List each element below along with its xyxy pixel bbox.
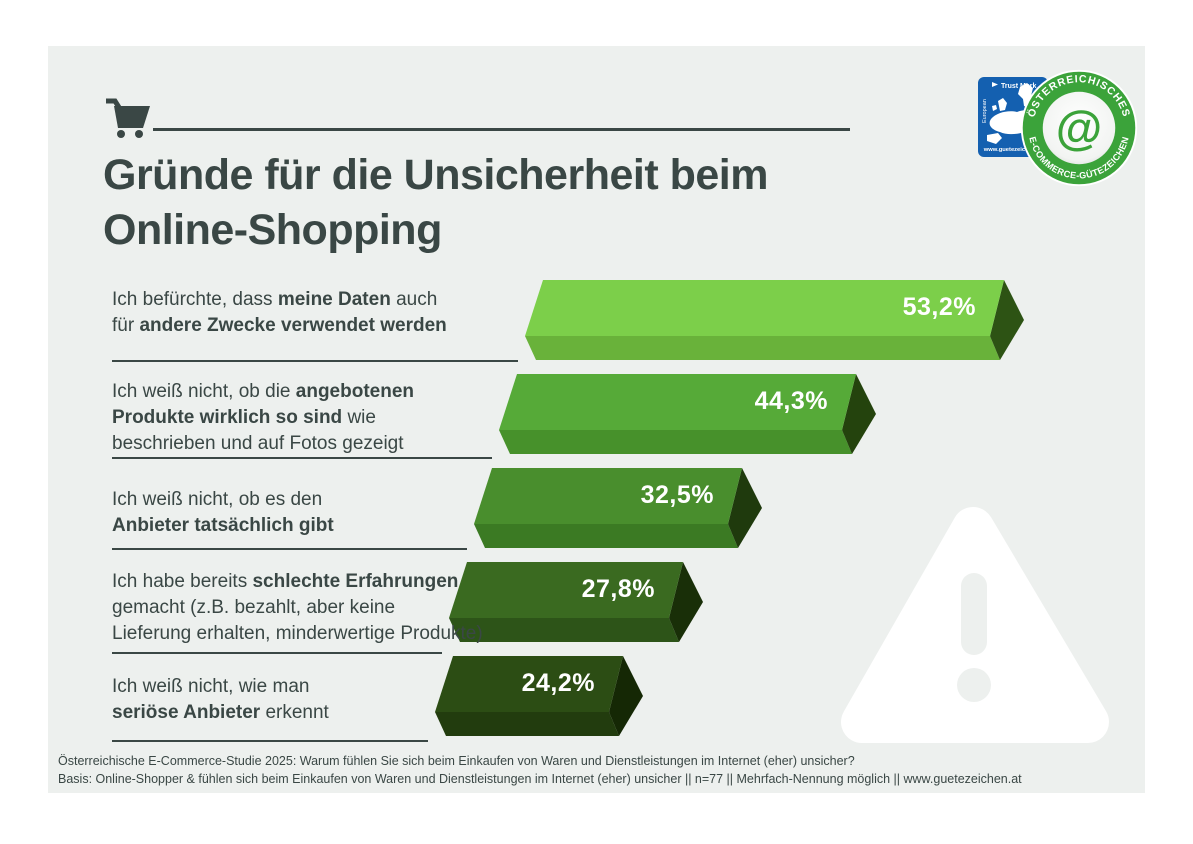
bar-3-label: Ich weiß nicht, ob es den Anbieter tatsäc… <box>112 489 334 536</box>
bar-3 <box>474 468 762 548</box>
warning-triangle-watermark-icon <box>841 507 1109 743</box>
bar-4-value: 27,8% <box>581 575 655 603</box>
bar-2-underline <box>112 457 492 459</box>
bar-3-value: 32,5% <box>640 481 714 509</box>
bar-3-bottom-face <box>474 524 738 548</box>
bar-1-front-face <box>525 280 1004 336</box>
trust-mark-url: www.guetezeichen.at <box>983 147 1042 153</box>
european-label: European <box>982 99 988 123</box>
bar-1-value: 53,2% <box>902 293 976 321</box>
bar-4-label: Ich habe bereits schlechte Erfahrungen ge… <box>112 571 483 644</box>
bar-1 <box>525 280 1024 360</box>
bar-2-side-face <box>842 374 876 454</box>
header-rule <box>153 128 850 131</box>
exclamation-bar <box>961 573 987 655</box>
exclamation-dot <box>957 668 991 702</box>
bar-1-side-face <box>990 280 1024 360</box>
bar-2 <box>499 374 876 454</box>
bar-5-bottom-face <box>435 712 619 736</box>
bar-3-front-face <box>474 468 742 524</box>
bar-4-front-face <box>449 562 683 618</box>
footer-source-line: Österreichische E-Commerce-Studie 2025: … <box>58 754 855 768</box>
bar-2-value: 44,3% <box>754 387 828 415</box>
trust-mark-label: Trust Mark <box>1001 83 1037 90</box>
bar-5 <box>435 656 643 736</box>
bar-5-front-face <box>435 656 623 712</box>
shopping-cart-icon <box>106 98 150 138</box>
bar-1-bottom-face <box>525 336 1000 360</box>
bar-1-underline <box>112 360 518 362</box>
footer-basis-line: Basis: Online-Shopper & fühlen sich beim… <box>58 772 1022 786</box>
bar-4-bottom-face <box>449 618 679 642</box>
bar-3-underline <box>112 548 467 550</box>
page-title-line1: Gründe für die Unsicherheit beim <box>103 151 768 199</box>
bar-5-underline <box>112 740 428 742</box>
bar-4-underline <box>112 652 442 654</box>
trust-mark-pennant-icon <box>992 82 998 87</box>
bar-5-label: Ich weiß nicht, wie man seriöse Anbieter … <box>112 676 329 723</box>
bar-5-value: 24,2% <box>521 669 595 697</box>
page-title: Gründe für die Unsicherheit beim Online-… <box>103 148 768 258</box>
bar-2-bottom-face <box>499 430 852 454</box>
page-title-line2: Online-Shopping <box>103 206 442 254</box>
ecommerce-guetezeichen-badge: ÖSTERREICHISCHES E-COMMERCE-GÜTEZEICHEN … <box>1020 69 1138 187</box>
footer: Österreichische E-Commerce-Studie 2025: … <box>58 752 1022 788</box>
bar-1-label: Ich befürchte, dass meine Daten auch für … <box>112 289 447 336</box>
bar-3-side-face <box>728 468 762 548</box>
bar-4-side-face <box>669 562 703 642</box>
bar-4 <box>449 562 703 642</box>
badge-at-glyph: @ <box>1056 102 1103 155</box>
bar-2-front-face <box>499 374 856 430</box>
bar-2-label: Ich weiß nicht, ob die angebotenen Produk… <box>112 381 414 454</box>
bar-5-side-face <box>609 656 643 736</box>
